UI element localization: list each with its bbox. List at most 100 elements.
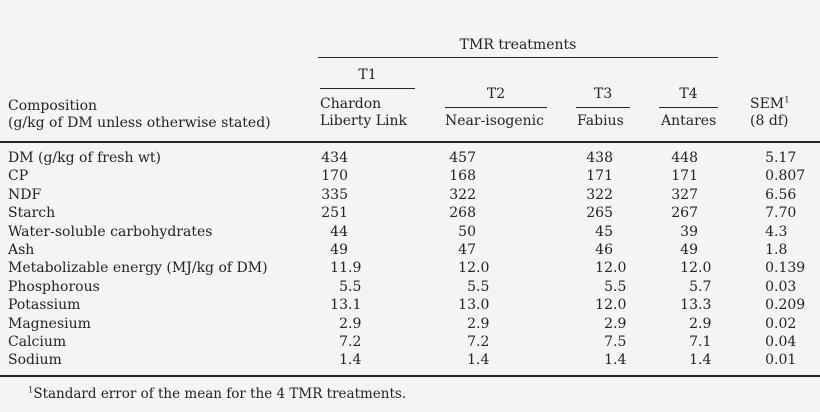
- cell-value: 7.2: [339, 333, 362, 350]
- cell-value: 168: [449, 168, 476, 185]
- footnote: 1Standard error of the mean for the 4 TM…: [28, 384, 407, 402]
- cell-value: 0.209: [765, 297, 806, 314]
- cell-value: 268: [449, 205, 476, 222]
- row-label: NDF: [8, 186, 42, 203]
- table-row: NDF 335 322 322 327 6.56: [0, 186, 820, 204]
- table-row: Potassium 13.1 13.0 12.0 13.3 0.209: [0, 296, 820, 314]
- footnote-text: Standard error of the mean for the 4 TMR…: [33, 386, 407, 402]
- row-label: Starch: [8, 205, 56, 222]
- cell-value: 49: [680, 241, 698, 258]
- column-header-t3: T3: [593, 86, 613, 102]
- cell-value: 7.2: [467, 333, 490, 350]
- cell-value: 13.1: [330, 297, 362, 314]
- cell-value: 7.1: [689, 333, 712, 350]
- row-label: DM (g/kg of fresh wt): [8, 150, 161, 166]
- cell-value: 1.4: [689, 352, 712, 369]
- table-row: Metabolizable energy (MJ/kg of DM) 11.9 12…: [0, 259, 820, 277]
- cell-value: 44: [330, 223, 348, 240]
- cell-value: 39: [680, 223, 698, 240]
- row-label: Sodium: [8, 352, 62, 369]
- cell-value: 2.9: [339, 315, 362, 332]
- cell-value: 322: [449, 186, 476, 203]
- table-row: Water-soluble carbohydrates 44 50 45 39 4.3: [0, 223, 820, 241]
- column-header-t4-rule: [659, 107, 718, 109]
- cell-value: 322: [586, 186, 613, 203]
- column-name-t1-line2: Liberty Link: [320, 113, 407, 129]
- cell-value: 6.56: [765, 186, 797, 203]
- cell-value: 1.8: [765, 241, 788, 258]
- cell-value: 438: [586, 150, 613, 166]
- cell-value: 12.0: [595, 260, 627, 277]
- table-rows: DM (g/kg of fresh wt) 434 457 438 448 5.17 CP 1…: [0, 149, 820, 370]
- cell-value: 0.03: [765, 278, 797, 295]
- header-body-rule: [0, 141, 820, 144]
- table-row: Sodium 1.4 1.4 1.4 1.4 0.01: [0, 351, 820, 369]
- cell-value: 457: [449, 150, 476, 166]
- cell-value: 327: [671, 186, 698, 203]
- cell-value: 265: [586, 205, 613, 222]
- cell-value: 0.04: [765, 333, 797, 350]
- stub-header-line1: Composition: [8, 98, 98, 114]
- cell-value: 5.5: [604, 278, 627, 295]
- cell-value: 2.9: [689, 315, 712, 332]
- table-row: CP 170 168 171 171 0.807: [0, 167, 820, 185]
- cell-value: 0.139: [765, 260, 806, 277]
- cell-value: 335: [321, 186, 348, 203]
- column-header-t1: T1: [358, 67, 377, 83]
- sem-superscript: 1: [784, 95, 790, 106]
- sem-df: (8 df): [750, 113, 789, 129]
- group-header: TMR treatments: [459, 37, 577, 53]
- cell-value: 7.70: [765, 205, 797, 222]
- table-row: Ash 49 47 46 49 1.8: [0, 241, 820, 259]
- cell-value: 4.3: [765, 223, 788, 240]
- cell-value: 13.3: [680, 297, 712, 314]
- row-label: Metabolizable energy (MJ/kg of DM): [8, 260, 268, 277]
- table-row: Magnesium 2.9 2.9 2.9 2.9 0.02: [0, 315, 820, 333]
- cell-value: 45: [595, 223, 613, 240]
- row-label: Calcium: [8, 333, 67, 350]
- cell-value: 5.5: [467, 278, 490, 295]
- table-row: Phosphorous 5.5 5.5 5.5 5.7 0.03: [0, 278, 820, 296]
- cell-value: 47: [458, 241, 476, 258]
- cell-value: 171: [671, 168, 698, 185]
- row-label: Phosphorous: [8, 278, 100, 295]
- sem-abbr: SEM: [750, 96, 785, 112]
- cell-value: 267: [671, 205, 698, 222]
- cell-value: 1.4: [604, 352, 627, 369]
- sem-header: SEM1: [750, 96, 790, 112]
- row-label: Ash: [8, 241, 35, 258]
- group-header-rule: [318, 57, 718, 59]
- body-footer-rule: [0, 374, 820, 377]
- row-label: Water-soluble carbohydrates: [8, 223, 213, 240]
- cell-value: 12.0: [595, 297, 627, 314]
- column-header-t2: T2: [486, 86, 506, 102]
- footnote-superscript: 1: [28, 384, 34, 395]
- cell-value: 171: [586, 168, 613, 185]
- cell-value: 12.0: [680, 260, 712, 277]
- cell-value: 49: [330, 241, 348, 258]
- row-label: Potassium: [8, 297, 81, 314]
- column-header-t4: T4: [679, 86, 698, 102]
- cell-value: 5.5: [339, 278, 362, 295]
- column-header-t3-rule: [576, 107, 630, 109]
- column-header-t2-rule: [445, 107, 547, 109]
- cell-value: 5.7: [689, 278, 712, 295]
- column-name-t2: Near-isogenic: [445, 113, 544, 129]
- cell-value: 0.02: [765, 315, 797, 332]
- table-row: DM (g/kg of fresh wt) 434 457 438 448 5.17: [0, 149, 820, 167]
- cell-value: 11.9: [330, 260, 362, 277]
- table-row: Starch 251 268 265 267 7.70: [0, 204, 820, 222]
- stub-header-line2: (g/kg of DM unless otherwise stated): [8, 115, 271, 131]
- column-name-t4: Antares: [661, 113, 717, 129]
- cell-value: 13.0: [458, 297, 490, 314]
- cell-value: 0.01: [765, 352, 797, 369]
- cell-value: 0.807: [765, 168, 806, 185]
- column-header-t1-rule: [320, 88, 415, 90]
- cell-value: 170: [321, 168, 348, 185]
- cell-value: 448: [671, 150, 698, 166]
- cell-value: 5.17: [765, 150, 797, 166]
- cell-value: 251: [321, 205, 348, 222]
- row-label: CP: [8, 168, 29, 185]
- column-name-t1-line1: Chardon: [320, 96, 382, 112]
